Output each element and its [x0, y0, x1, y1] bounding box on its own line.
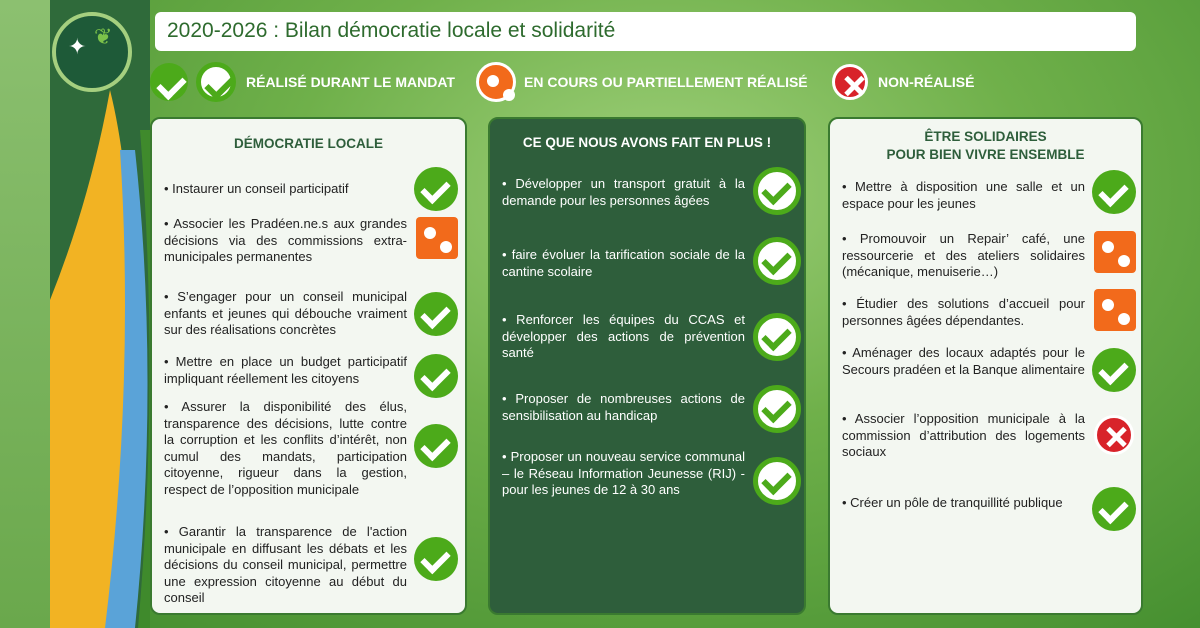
decorative-strip — [50, 0, 150, 628]
check-solid-icon — [150, 63, 188, 101]
list-item: • Garantir la transparence de l'action m… — [164, 524, 407, 605]
check-outline-icon — [753, 237, 801, 285]
check-solid-icon — [1092, 170, 1136, 214]
list-item: • Étudier des solutions d’accueil pour p… — [842, 296, 1085, 328]
list-item: • Mettre en place un budget participatif… — [164, 354, 407, 386]
list-item: • Créer un pôle de tranquillité publique — [842, 495, 1063, 510]
puzzle-icon — [416, 217, 458, 259]
panel-en-plus: CE QUE NOUS AVONS FAIT EN PLUS ! • Dével… — [488, 117, 806, 615]
list-item: • faire évoluer la tarification sociale … — [502, 247, 745, 279]
legend-not-done: NON-RÉALISÉ — [832, 63, 974, 101]
panel-title: ÊTRE SOLIDAIRES — [924, 129, 1047, 144]
list-item: • Assurer la disponibilité des élus, tra… — [164, 399, 407, 497]
legend-done-label: RÉALISÉ DURANT LE MANDAT — [246, 74, 455, 90]
check-solid-icon — [414, 167, 458, 211]
list-item: • Associer l’opposition municipale à la … — [842, 411, 1085, 459]
cross-icon — [832, 64, 868, 100]
list-item: • Proposer un nouveau service communal –… — [502, 449, 745, 497]
background — [0, 0, 50, 628]
check-outline-icon — [196, 62, 236, 102]
check-solid-icon — [414, 354, 458, 398]
puzzle-icon — [1094, 231, 1136, 273]
check-solid-icon — [1092, 348, 1136, 392]
list-item: • S’engager pour un conseil municipal en… — [164, 289, 407, 337]
panel-title: DÉMOCRATIE LOCALE — [234, 136, 383, 151]
list-item: • Promouvoir un Repair’ café, une ressou… — [842, 231, 1085, 279]
panel-democratie-locale: DÉMOCRATIE LOCALE • Instaurer un conseil… — [150, 117, 467, 615]
check-solid-icon — [414, 424, 458, 468]
panel-subtitle: POUR BIEN VIVRE ENSEMBLE — [886, 147, 1085, 162]
puzzle-icon — [1094, 289, 1136, 331]
decorative-curves — [50, 90, 150, 628]
legend-partial-label: EN COURS OU PARTIELLEMENT RÉALISÉ — [524, 74, 808, 90]
legend-not-done-label: NON-RÉALISÉ — [878, 74, 975, 90]
panel-etre-solidaires: ÊTRE SOLIDAIRES POUR BIEN VIVRE ENSEMBLE… — [828, 117, 1143, 615]
check-outline-icon — [753, 385, 801, 433]
list-item: • Proposer de nombreuses actions de sens… — [502, 391, 745, 423]
panel-title: CE QUE NOUS AVONS FAIT EN PLUS ! — [522, 135, 772, 150]
list-item: • Instaurer un conseil participatif — [164, 181, 349, 196]
legend-partial: EN COURS OU PARTIELLEMENT RÉALISÉ — [476, 62, 808, 102]
check-outline-icon — [753, 167, 801, 215]
check-solid-icon — [414, 292, 458, 336]
legend-done: RÉALISÉ DURANT LE MANDAT — [150, 62, 455, 102]
page-title: 2020-2026 : Bilan démocratie locale et s… — [155, 12, 1136, 51]
check-outline-icon — [753, 457, 801, 505]
check-solid-icon — [1092, 487, 1136, 531]
list-item: • Renforcer les équipes du CCAS et dével… — [502, 312, 745, 360]
cross-icon — [1094, 415, 1134, 455]
check-outline-icon — [753, 313, 801, 361]
check-solid-icon — [414, 537, 458, 581]
logo: ✦ ❦ — [52, 12, 132, 92]
list-item: • Mettre à disposition une salle et un e… — [842, 179, 1085, 211]
list-item: • Aménager des locaux adaptés pour le Se… — [842, 345, 1085, 377]
list-item: • Associer les Pradéen.ne.s aux grandes … — [164, 216, 407, 264]
list-item: • Développer un transport gratuit à la d… — [502, 176, 745, 208]
puzzle-icon — [476, 62, 516, 102]
